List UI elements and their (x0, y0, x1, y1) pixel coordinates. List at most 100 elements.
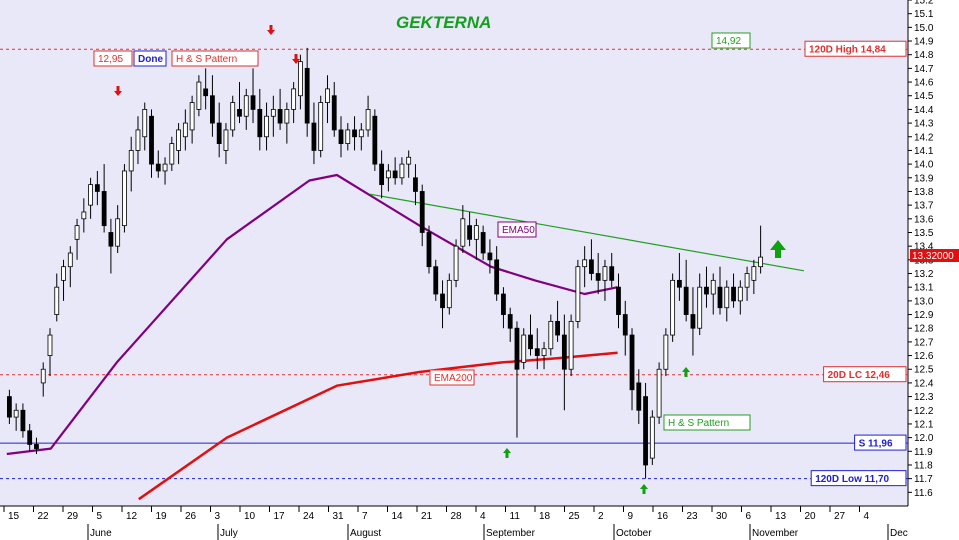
x-tick-label: 22 (38, 511, 50, 522)
candle-body (561, 334, 567, 370)
month-label: September (486, 528, 536, 539)
candle-body (223, 129, 229, 151)
candle-body (507, 314, 513, 329)
y-tick-label: 12.0 (914, 433, 934, 444)
y-tick-label: 11.8 (914, 460, 933, 471)
candle-body (636, 382, 642, 411)
candle-body (345, 129, 351, 144)
candle-body (230, 102, 236, 131)
candle-body (203, 88, 209, 97)
candle-body (494, 259, 500, 295)
y-tick-label: 12.9 (914, 310, 934, 321)
y-tick-label: 13.8 (914, 187, 934, 198)
month-label: October (616, 528, 652, 539)
y-tick-label: 13.0 (914, 296, 934, 307)
candle-body (521, 334, 527, 363)
candle-body (677, 279, 682, 288)
candle-body (629, 334, 635, 391)
candle-body (318, 102, 324, 151)
candle-body (128, 150, 134, 172)
candle-body (216, 122, 222, 144)
hs-pattern-top-label: H & S Pattern (176, 54, 237, 65)
month-label: August (350, 528, 381, 539)
candle-body (433, 266, 439, 295)
candle-body (399, 163, 405, 179)
candle-body (169, 143, 175, 165)
y-tick-label: 12.6 (914, 351, 934, 362)
candle-body (189, 102, 195, 131)
candle-body (325, 88, 330, 103)
candle-body (196, 81, 202, 110)
candle-body (27, 430, 33, 445)
candle-body (284, 109, 290, 124)
candle-body (81, 211, 87, 220)
candle-body (338, 129, 344, 144)
candle-body (243, 95, 249, 117)
month-label: June (90, 528, 112, 539)
y-tick-label: 14.9 (914, 37, 934, 48)
down-arrow-icon (114, 86, 122, 96)
x-tick-label: 27 (834, 511, 846, 522)
candle-body (670, 279, 676, 336)
hs-pattern-top-label-box (171, 50, 259, 67)
reference-label-box (823, 366, 907, 383)
candle-body (210, 95, 215, 124)
y-axis-area (908, 0, 959, 540)
x-axis-ticks: 15 22 29 5 12 19 26 3 10 17 24 31 7 14 21 28 4 11 18 25 2 9 16… (3, 506, 870, 522)
y-tick-label: 12.3 (914, 392, 934, 403)
y-tick-label: 13.2 (914, 269, 934, 280)
y-tick-label: 15.2 (914, 0, 934, 7)
y-tick-label: 11.6 (914, 488, 933, 499)
x-tick-label: 17 (274, 511, 286, 522)
candle-body (257, 109, 263, 138)
candle-body (34, 444, 39, 449)
ema200-label-box (429, 369, 475, 386)
candle-body (460, 218, 466, 247)
candle-body (453, 245, 459, 281)
candle-body (697, 286, 703, 329)
candle-body (717, 286, 723, 309)
candle-body (710, 279, 716, 295)
y-tick-label: 14.4 (914, 105, 934, 116)
candle-body (656, 368, 662, 418)
candle-body (487, 252, 493, 261)
candle-body (88, 184, 93, 206)
y-tick-label: 12.8 (914, 324, 934, 335)
x-tick-label: 25 (569, 511, 581, 522)
candle-body (622, 314, 628, 336)
x-tick-label: 24 (303, 511, 315, 522)
x-tick-label: 14 (392, 511, 404, 522)
candle-body (74, 225, 80, 240)
candles (6, 47, 764, 479)
ema200-line (138, 351, 618, 501)
x-tick-label: 4 (864, 511, 870, 522)
candle-body (162, 163, 168, 172)
y-tick-label: 12.5 (914, 365, 934, 376)
candle-body (54, 286, 60, 315)
big-up-arrow-icon (770, 240, 786, 258)
candle-body (264, 115, 269, 138)
y-tick-label: 12.4 (914, 378, 934, 389)
x-tick-label: 20 (805, 511, 817, 522)
y-tick-label: 15.1 (914, 9, 934, 20)
y-tick-label: 14.5 (914, 91, 934, 102)
reference-label: 120D Low 11,70 (815, 474, 889, 485)
candle-body (446, 279, 452, 309)
candle-body (589, 259, 594, 274)
candle-body (501, 293, 506, 315)
candle-body (663, 334, 669, 370)
candle-body (548, 320, 554, 350)
down-arrow-icon (267, 25, 275, 35)
candle-body (737, 286, 743, 302)
candle-body (250, 95, 256, 110)
candle-body (616, 286, 621, 315)
x-tick-label: 31 (333, 511, 345, 522)
candle-body (237, 109, 242, 117)
up-arrow-icon (640, 484, 648, 494)
candle-body (528, 334, 533, 350)
month-label: Dec (890, 528, 908, 539)
y-tick-label: 12.7 (914, 337, 934, 348)
candle-body (122, 170, 127, 227)
x-tick-label: 30 (716, 511, 728, 522)
